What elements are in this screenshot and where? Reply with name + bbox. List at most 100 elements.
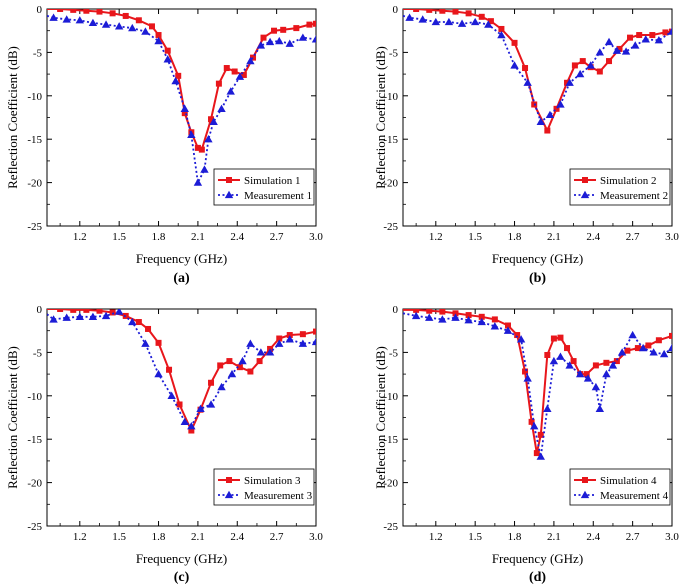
y-tick-label: -10 <box>27 91 42 103</box>
plot-series-group <box>403 309 672 460</box>
simulation-point <box>487 18 494 25</box>
simulation-point <box>596 68 603 75</box>
x-tick-label: 2.7 <box>626 531 640 543</box>
simulation-point <box>452 9 459 15</box>
measurement-point <box>196 404 205 412</box>
x-tick-label: 1.8 <box>508 531 522 543</box>
measurement-point <box>659 349 669 358</box>
simulation-point <box>109 10 116 17</box>
x-tick-label: 1.5 <box>112 231 126 243</box>
measurement-point <box>235 72 245 80</box>
x-tick-label: 2.1 <box>191 231 205 243</box>
measurement-point <box>638 343 648 352</box>
simulation-point <box>215 80 222 87</box>
y-tick-label: -20 <box>27 478 42 490</box>
simulation-point <box>166 366 173 373</box>
plot-series-group <box>47 309 316 434</box>
measurement-point <box>217 104 226 112</box>
measurement-point <box>591 382 601 391</box>
legend-square-icon <box>226 477 232 483</box>
y-tick-label: -20 <box>27 178 42 190</box>
x-tick-label: 1.2 <box>429 231 443 243</box>
y-tick-label: 0 <box>37 4 43 16</box>
measurement-point <box>180 104 189 112</box>
measurement-point <box>101 311 111 320</box>
measurement-point <box>470 17 480 26</box>
y-tick-label: 0 <box>393 4 399 16</box>
measurement-point <box>265 348 275 356</box>
simulation-point <box>293 25 300 32</box>
panel-label: (d) <box>529 570 546 585</box>
x-tick-label: 1.2 <box>429 531 443 543</box>
y-tick-label: -5 <box>389 47 399 59</box>
y-tick-label: -15 <box>383 134 398 146</box>
simulation-point <box>533 450 540 457</box>
simulation-point <box>522 368 529 375</box>
simulation-point <box>240 71 247 78</box>
simulation-point <box>271 27 278 34</box>
x-axis-title: Frequency (GHz) <box>492 551 583 566</box>
measurement-point <box>275 339 284 347</box>
x-tick-label: 1.5 <box>468 531 482 543</box>
y-tick-label: -10 <box>383 91 398 103</box>
y-tick-label: -10 <box>27 391 42 403</box>
simulation-point <box>208 379 215 386</box>
simulation-point <box>616 45 623 52</box>
legend-square-icon <box>582 477 588 483</box>
measurement-point <box>575 69 585 78</box>
measurement-point <box>298 339 308 347</box>
measurement-point <box>536 117 545 125</box>
simulation-point <box>655 337 662 344</box>
measurement-point <box>565 78 574 86</box>
measurement-point <box>617 348 627 356</box>
measurement-point <box>565 361 574 369</box>
measurement-point <box>141 339 150 347</box>
legend-square-icon <box>582 177 588 183</box>
measurement-point <box>431 17 441 26</box>
measurement-line <box>403 15 672 124</box>
x-tick-label: 2.4 <box>230 231 244 243</box>
measurement-point <box>75 312 85 320</box>
simulation-point <box>70 9 77 13</box>
simulation-point <box>313 328 316 335</box>
plot-series-group <box>403 9 672 134</box>
measurement-point <box>246 56 255 65</box>
simulation-point <box>175 72 182 79</box>
simulation-point <box>280 26 287 33</box>
x-tick-label: 2.7 <box>270 531 284 543</box>
y-tick-label: 0 <box>393 304 399 316</box>
simulation-line <box>47 309 316 433</box>
measurement-point <box>180 417 189 425</box>
measurement-point <box>464 316 473 324</box>
simulation-point <box>571 62 578 69</box>
measurement-point <box>595 48 605 56</box>
simulation-point <box>579 58 586 65</box>
simulation-point <box>413 9 420 12</box>
simulation-point <box>181 110 188 117</box>
legend-triangle-icon <box>580 490 590 499</box>
simulation-point <box>498 25 505 32</box>
simulation-point <box>564 79 571 86</box>
measurement-point <box>163 55 172 63</box>
simulation-point <box>122 12 129 19</box>
measurement-point <box>265 37 275 46</box>
y-tick-label: -25 <box>383 221 398 233</box>
simulation-point <box>662 29 669 36</box>
simulation-point <box>194 144 201 151</box>
measurement-point <box>62 313 71 321</box>
y-tick-label: -15 <box>27 434 42 446</box>
measurement-point <box>604 37 614 46</box>
measurement-point <box>612 46 622 54</box>
legend: Simulation 4 Measurement 4 <box>569 468 671 506</box>
measurement-point <box>444 17 454 26</box>
simulation-point <box>276 335 283 342</box>
measurement-point <box>595 404 605 412</box>
measurement-point <box>545 110 555 119</box>
measurement-point <box>114 309 124 315</box>
measurement-point <box>200 165 209 173</box>
simulation-point <box>649 32 656 39</box>
simulation-point <box>96 309 103 314</box>
chart-panel-3: 1.2 1.5 1.8 2.1 2.4 2.7 3.0 0 -5 -10 -15 -20 -25 Freq… <box>5 304 323 585</box>
simulation-point <box>669 332 672 339</box>
measurement-point <box>586 61 595 69</box>
